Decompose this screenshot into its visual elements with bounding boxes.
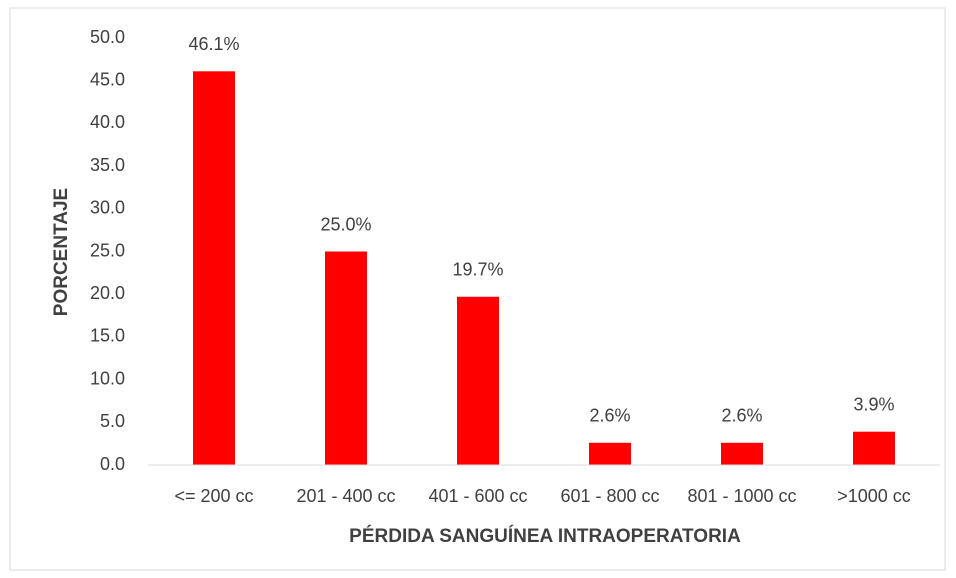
bar	[193, 71, 235, 465]
value-label: 25.0%	[320, 214, 371, 234]
x-tick-label: <= 200 cc	[174, 486, 253, 506]
y-tick-label: 40.0	[90, 112, 125, 132]
x-tick-label: 801 - 1000 cc	[687, 486, 796, 506]
value-label: 46.1%	[188, 34, 239, 54]
value-label: 2.6%	[589, 406, 630, 426]
bar	[721, 442, 763, 465]
x-tick-label: >1000 cc	[837, 486, 911, 506]
y-tick-label: 10.0	[90, 368, 125, 388]
bar	[457, 296, 499, 465]
y-axis-title: PORCENTAJE	[51, 188, 72, 316]
x-axis-title: PÉRDIDA SANGUÍNEA INTRAOPERATORIA	[349, 525, 741, 547]
y-tick-label: 20.0	[90, 283, 125, 303]
bar	[853, 431, 895, 465]
y-tick-label: 45.0	[90, 69, 125, 89]
x-tick-label: 401 - 600 cc	[428, 486, 527, 506]
value-label: 3.9%	[853, 394, 894, 414]
y-tick-label: 25.0	[90, 240, 125, 260]
y-tick-label: 0.0	[100, 454, 125, 474]
value-label: 19.7%	[452, 260, 503, 280]
bar	[325, 251, 367, 465]
y-tick-label: 5.0	[100, 411, 125, 431]
chart-frame	[9, 7, 946, 571]
y-tick-label: 15.0	[90, 326, 125, 346]
value-label: 2.6%	[721, 406, 762, 426]
y-tick-label: 50.0	[90, 27, 125, 47]
bar	[589, 442, 631, 465]
y-tick-label: 30.0	[90, 198, 125, 218]
x-tick-label: 601 - 800 cc	[560, 486, 659, 506]
x-tick-label: 201 - 400 cc	[296, 486, 395, 506]
y-tick-label: 35.0	[90, 155, 125, 175]
